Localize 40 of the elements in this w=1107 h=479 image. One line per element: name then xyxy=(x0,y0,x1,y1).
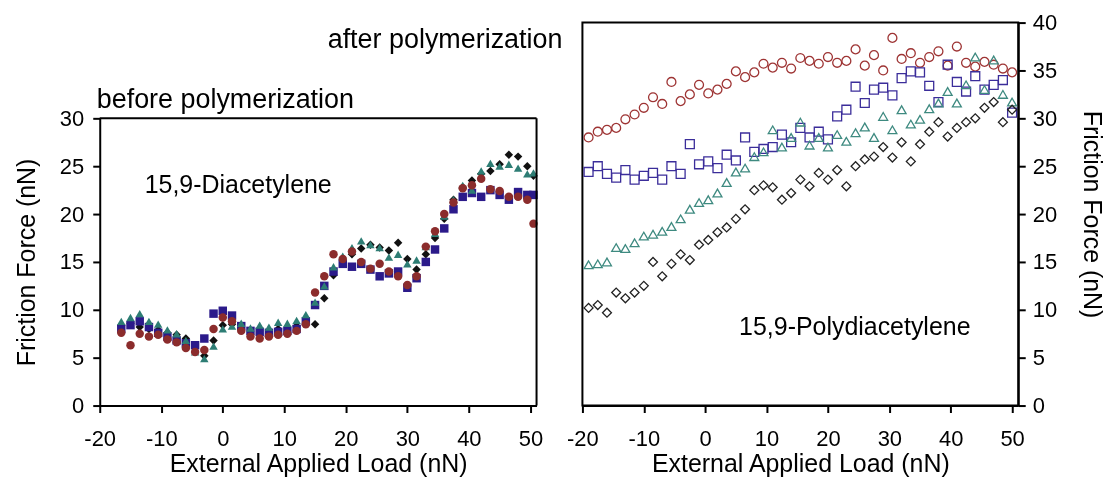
y-tick-label: 20 xyxy=(59,201,85,227)
x-tick-label: 40 xyxy=(457,425,482,451)
y-axis-title: Friction Force (nN) xyxy=(11,158,40,367)
x-tick-label: 30 xyxy=(877,425,903,451)
x-axis-title: External Applied Load (nN) xyxy=(169,448,468,477)
y2-tick-label: 25 xyxy=(1032,153,1058,179)
y-tick-label: 5 xyxy=(72,345,85,371)
y2-tick-label: 5 xyxy=(1032,345,1045,371)
annotation: 15,9-Polydiacetylene xyxy=(739,311,971,340)
y2-axis-title: Friction Force (nN) xyxy=(1079,110,1107,319)
y2-tick-label: 10 xyxy=(1032,297,1058,323)
x-tick-label: -20 xyxy=(84,425,117,451)
y-tick-label: 30 xyxy=(59,105,85,131)
x-tick-label: 0 xyxy=(699,425,712,451)
y2-tick-label: 20 xyxy=(1032,201,1058,227)
y2-tick-label: 15 xyxy=(1032,249,1058,275)
x-tick-label: -10 xyxy=(145,425,178,451)
x-tick-label: 10 xyxy=(272,425,297,451)
y2-tick-label: 0 xyxy=(1032,393,1045,419)
x-tick-label: 30 xyxy=(395,425,421,451)
y-tick-label: 15 xyxy=(59,249,85,275)
y-tick-label: 25 xyxy=(59,153,85,179)
x-tick-label: 20 xyxy=(334,425,359,451)
y-tick-label: 10 xyxy=(59,297,85,323)
chart-title: before polymerization xyxy=(96,84,354,115)
x-tick-label: 50 xyxy=(1000,425,1025,451)
x-tick-label: 50 xyxy=(518,425,544,451)
x-tick-label: 20 xyxy=(816,425,841,451)
y2-tick-label: 30 xyxy=(1032,105,1058,131)
x-axis-title: External Applied Load (nN) xyxy=(651,448,950,477)
x-tick-label: -20 xyxy=(567,425,599,451)
x-tick-label: -10 xyxy=(628,425,661,451)
annotation: 15,9-Diacetylene xyxy=(144,169,332,198)
y2-tick-label: 35 xyxy=(1032,57,1058,83)
y-tick-label: 0 xyxy=(72,393,85,419)
x-tick-label: 0 xyxy=(217,425,230,451)
x-tick-label: 10 xyxy=(754,425,780,451)
y2-tick-label: 40 xyxy=(1032,10,1058,36)
chart-title: after polymerization xyxy=(327,23,563,54)
x-tick-label: 40 xyxy=(939,425,964,451)
